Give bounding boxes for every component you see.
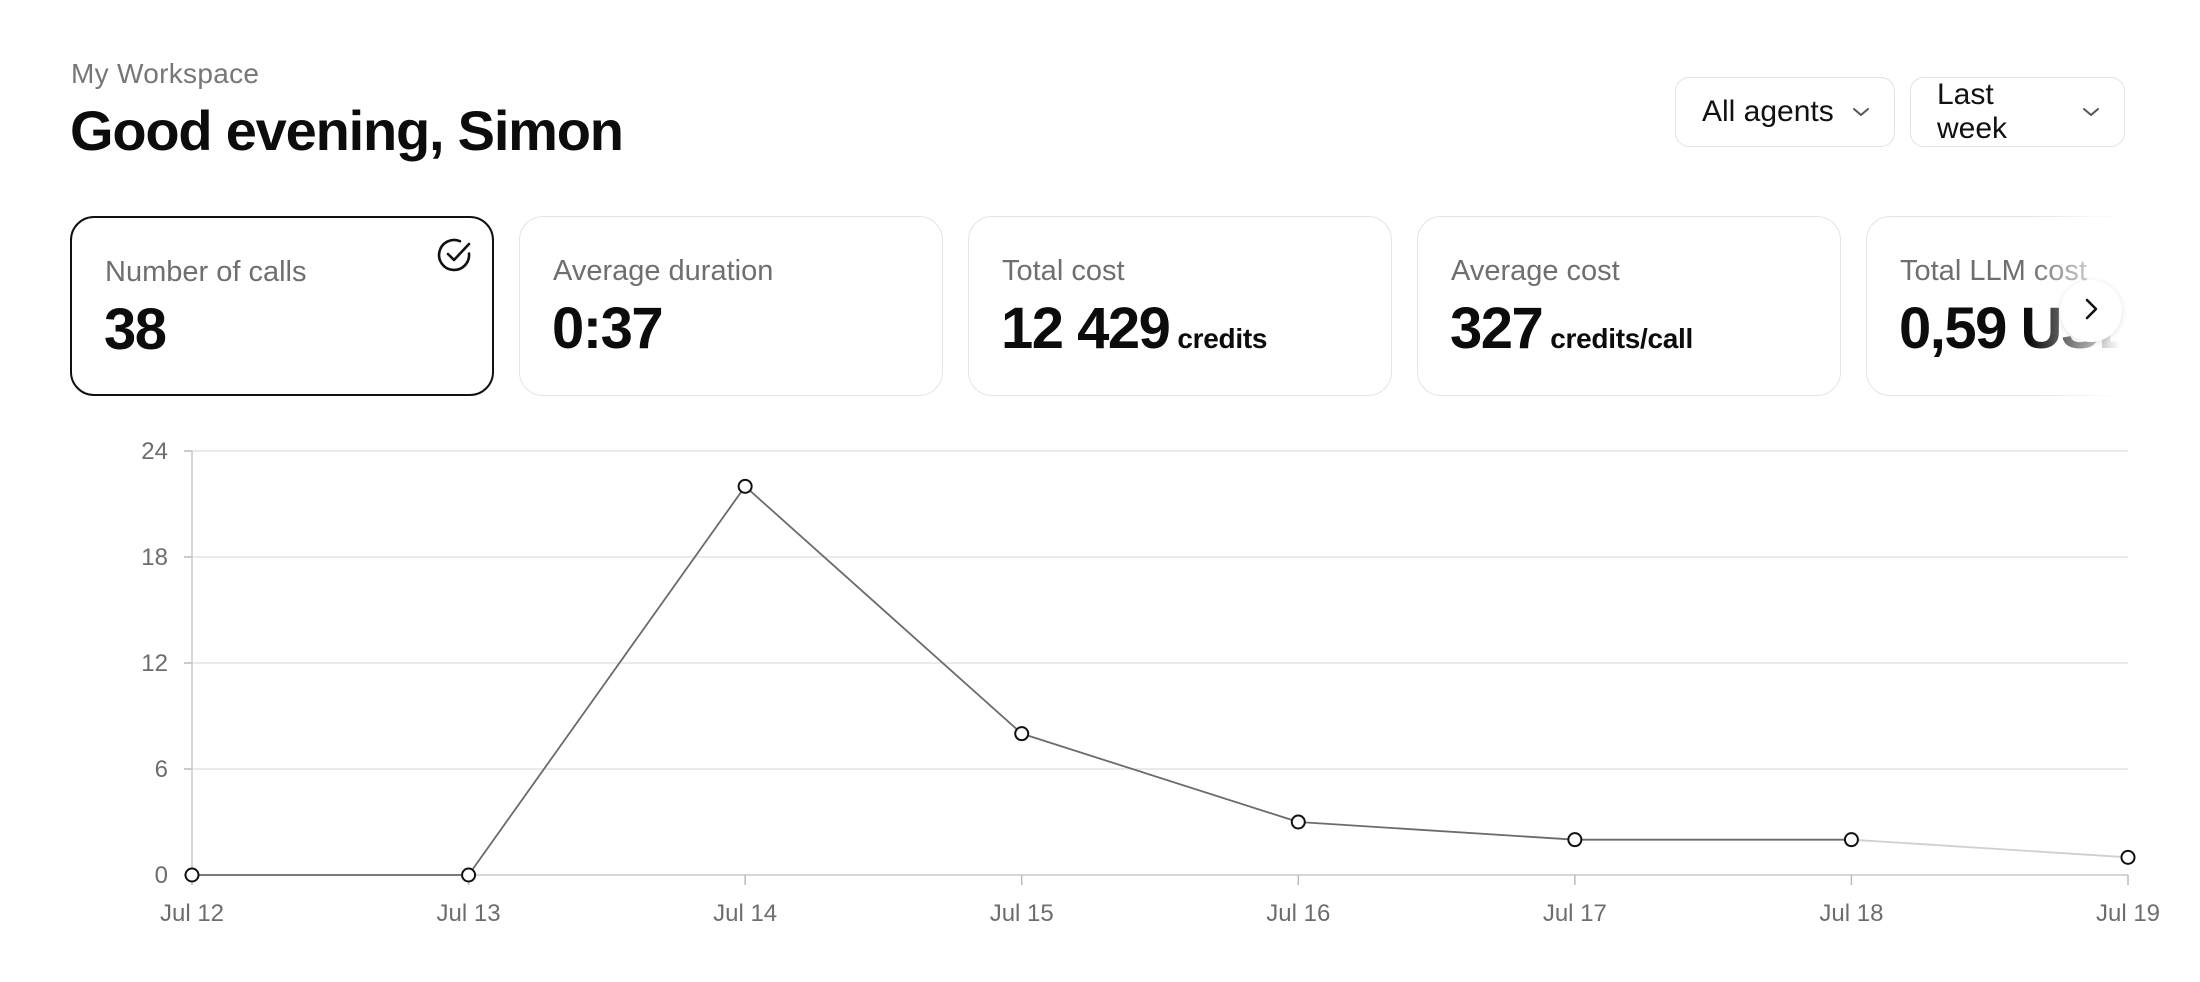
x-tick-label: Jul 13 [437,900,501,927]
workspace-name: My Workspace [71,58,260,89]
y-tick-label: 12 [141,650,168,677]
agents-filter-label: All agents [1702,95,1834,128]
data-point [461,867,477,883]
series-line-segment [1851,838,2129,859]
metric-value: 0:37 [552,296,664,361]
metric-label: Average duration [553,255,774,287]
metric-value: 38 [104,297,167,362]
x-tick-label: Jul 19 [2096,900,2160,927]
metric-unit: credits [1177,323,1268,354]
metric-cards-carousel: Number of calls 38 Average duration 0:37… [70,216,2150,398]
metric-card-total-cost[interactable]: Total cost 12 429 credits [968,216,1392,396]
period-filter-dropdown[interactable]: Last week [1910,77,2125,147]
chevron-down-icon [2082,106,2100,118]
x-tick-label: Jul 14 [713,900,777,927]
metric-card-number-of-calls[interactable]: Number of calls 38 [70,216,494,396]
metric-label: Average cost [1451,255,1620,287]
metric-card-average-cost[interactable]: Average cost 327 credits/call [1417,216,1841,396]
data-point [1290,814,1306,830]
y-tick-label: 6 [155,756,168,783]
series-line-segment [1298,821,1575,841]
chevron-down-icon [1852,106,1870,118]
page-title: Good evening, Simon [70,99,624,162]
series-line-segment [467,485,746,876]
metric-value: 327 [1450,296,1544,361]
series-line-segment [1021,732,1299,823]
metric-value: 12 429 [1001,296,1171,361]
carousel-next-button[interactable] [2060,280,2122,342]
metric-unit: credits/call [1550,323,1693,354]
check-circle-icon [436,236,474,274]
metric-label: Number of calls [105,256,307,288]
y-tick-label: 24 [141,438,168,465]
x-tick-label: Jul 15 [990,900,1054,927]
metric-card-average-duration[interactable]: Average duration 0:37 [519,216,943,396]
x-tick-label: Jul 18 [1819,900,1883,927]
data-point [1843,832,1859,848]
x-tick-label: Jul 12 [160,900,224,927]
x-tick-label: Jul 17 [1543,900,1607,927]
chevron-right-icon [2081,297,2101,326]
y-tick-label: 0 [155,862,168,889]
data-point [1567,832,1583,848]
x-tick-label: Jul 16 [1266,900,1330,927]
data-point [1014,726,1030,742]
metric-label: Total cost [1002,255,1125,287]
data-point [2120,849,2136,865]
data-point [737,478,753,494]
period-filter-label: Last week [1937,78,2008,145]
data-point [184,867,200,883]
agents-filter-dropdown[interactable]: All agents [1675,77,1895,147]
series-line-segment [744,485,1023,735]
y-tick-label: 18 [141,544,168,571]
